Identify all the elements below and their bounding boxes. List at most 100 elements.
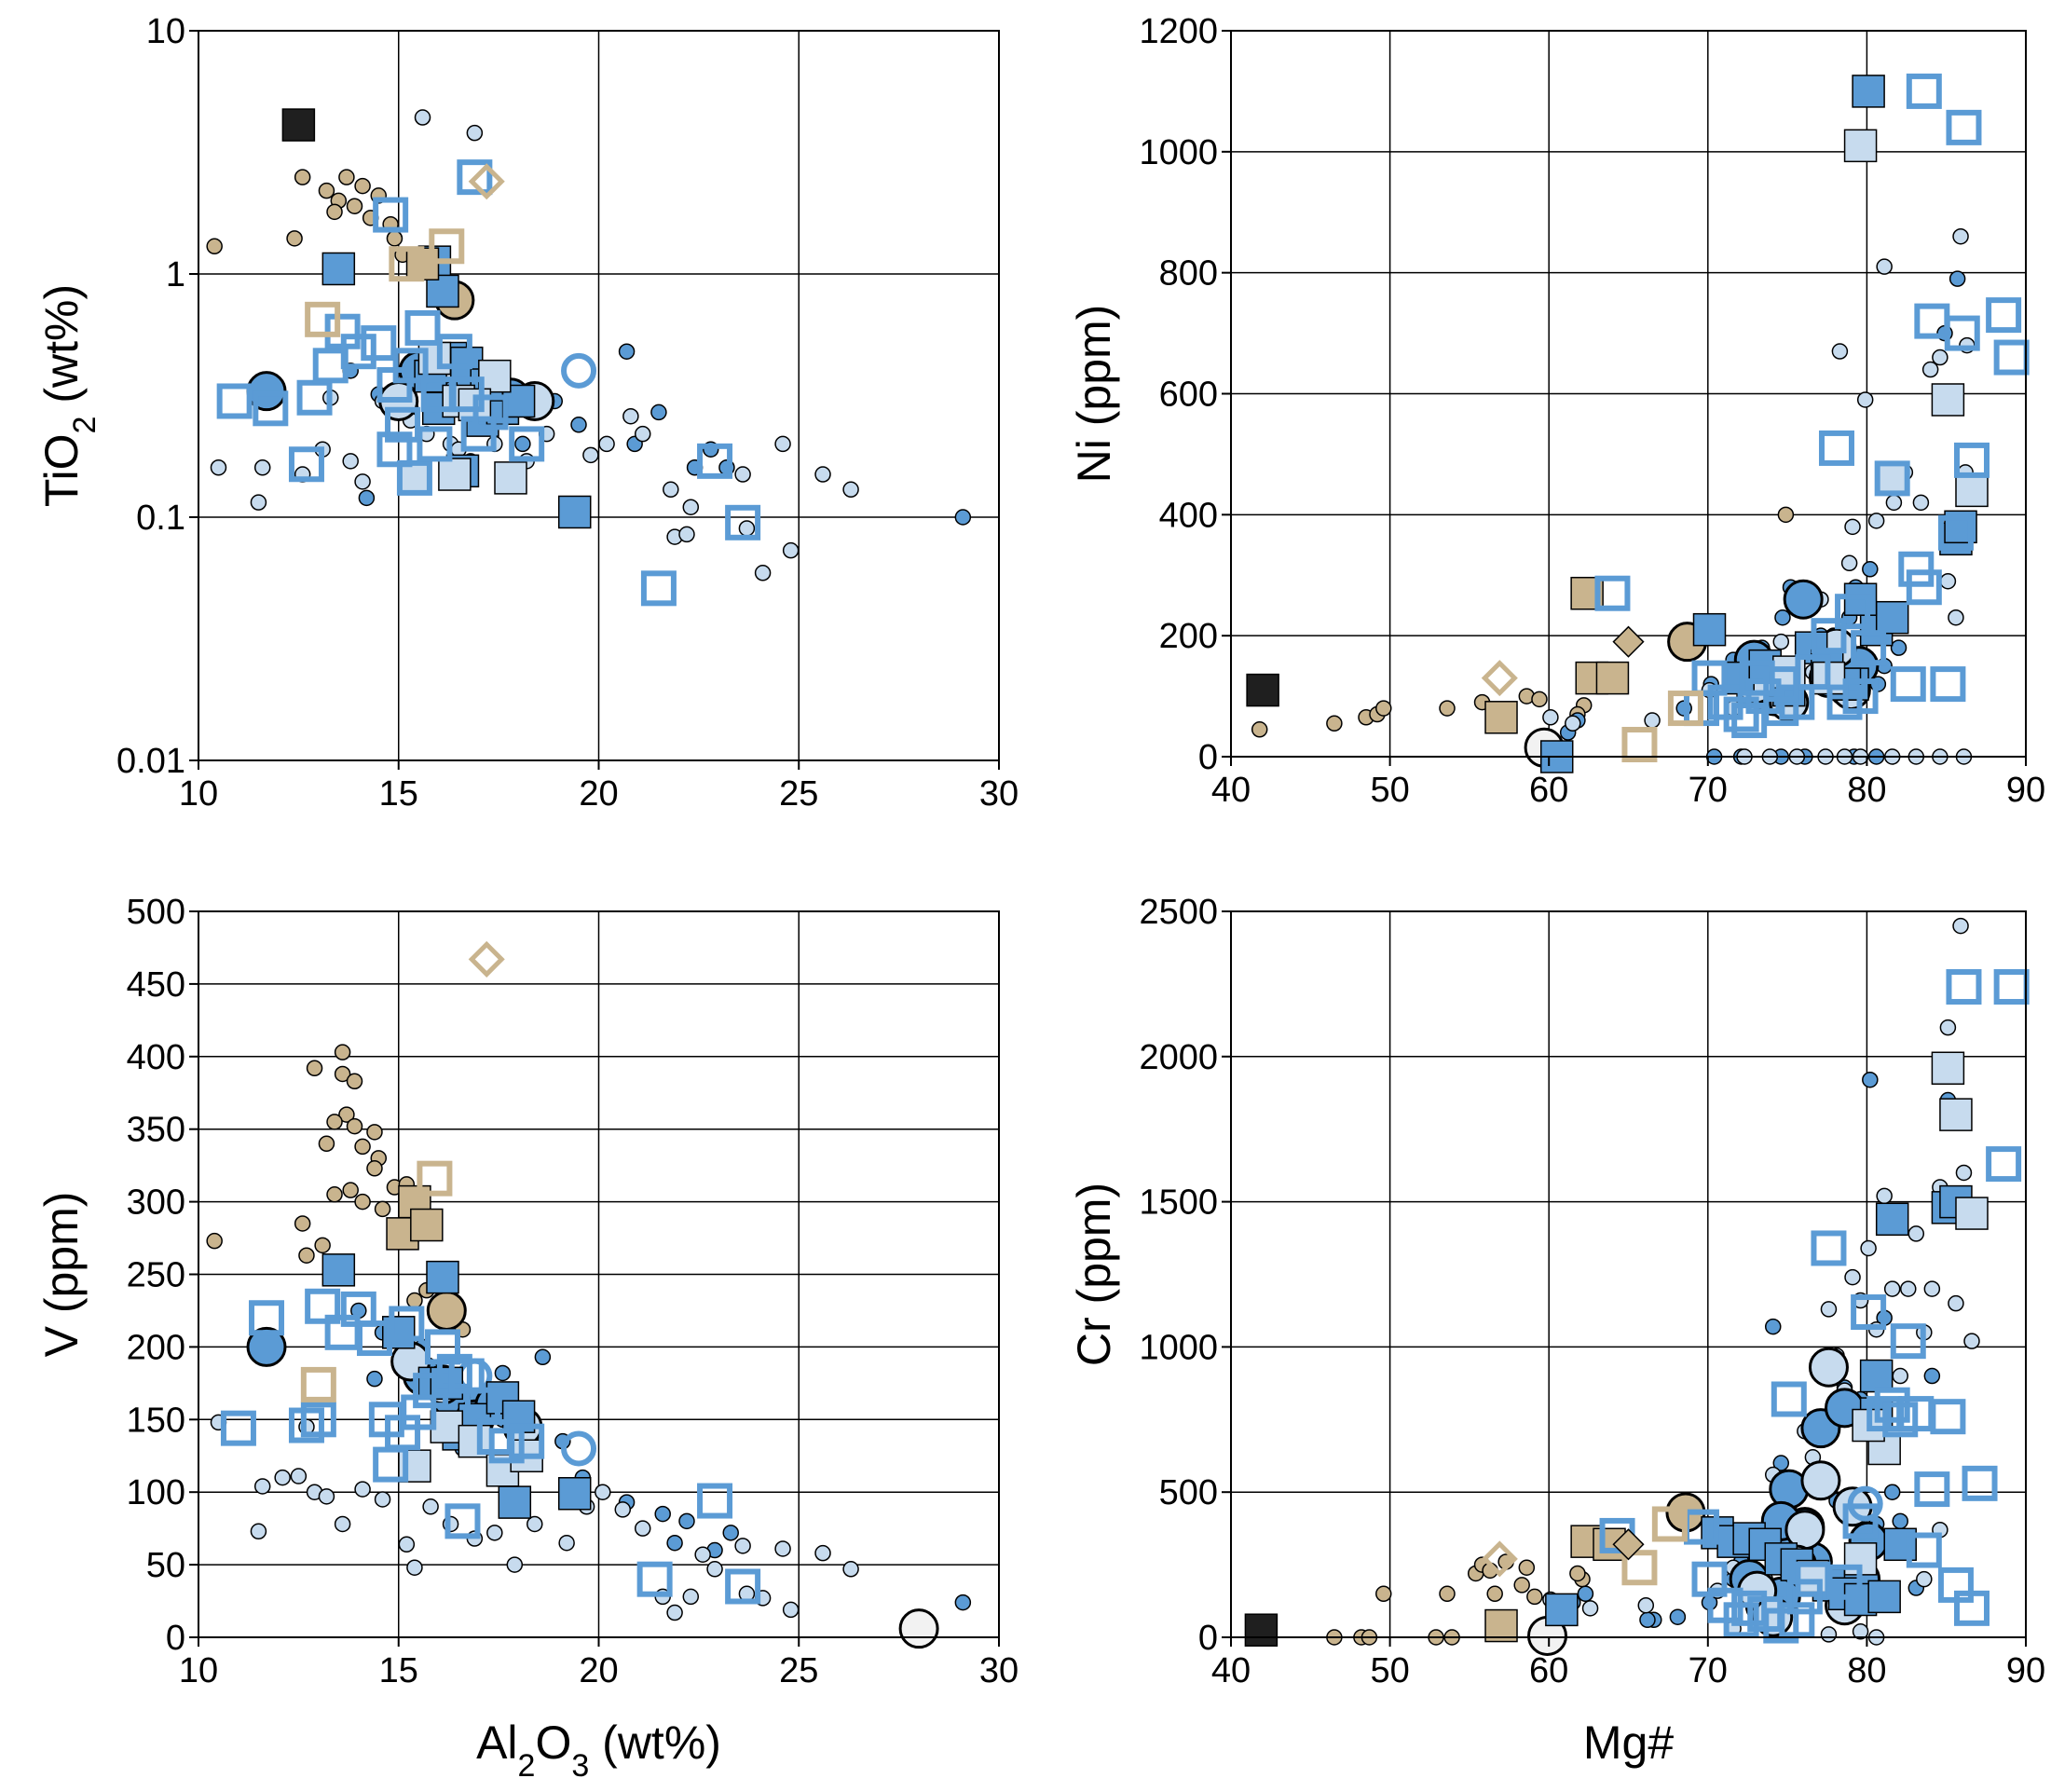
data-point-open-square [436, 1353, 472, 1389]
data-point-filled-square [1875, 600, 1909, 635]
data-point-small-circle [526, 1515, 543, 1533]
data-point-small-circle [842, 481, 859, 499]
data-point-small-circle [354, 177, 371, 195]
data-point-open-square [460, 416, 497, 452]
data-point-filled-square [1939, 1098, 1973, 1131]
data-point-open-diamond [468, 163, 505, 200]
data-point-small-circle [1639, 1611, 1656, 1629]
data-point-small-circle [1923, 1280, 1941, 1297]
data-point-small-circle [206, 238, 223, 255]
data-point-small-circle [374, 1200, 391, 1218]
data-point-open-square [253, 390, 289, 427]
data-point-small-circle [954, 1594, 972, 1611]
data-point-filled-square [557, 495, 592, 529]
data-point-small-circle [598, 435, 615, 453]
data-point-small-circle [706, 1561, 723, 1578]
data-point-filled-square [1875, 1202, 1909, 1237]
data-point-filled-square [1843, 582, 1878, 616]
data-point-small-circle [1844, 518, 1861, 536]
data-point-open-square [389, 1306, 425, 1342]
data-point-small-circle [334, 1515, 351, 1533]
data-point-small-circle [306, 1060, 323, 1077]
data-point-filled-diamond [1612, 625, 1645, 658]
data-point-small-circle [1883, 1280, 1901, 1297]
data-point-open-square [1986, 1146, 2022, 1183]
data-point-small-circle [398, 1536, 416, 1553]
data-point-open-square [1937, 514, 1974, 551]
data-point-open-square [1826, 1564, 1863, 1600]
y-tick-label: 200 [127, 1328, 185, 1367]
data-point-open-square [1786, 1579, 1823, 1615]
data-point-small-circle [1637, 1596, 1655, 1614]
data-point-open-square [1930, 666, 1966, 703]
data-point-filled-square [498, 1485, 532, 1519]
data-point-small-circle [1439, 700, 1456, 717]
data-point-small-circle [334, 1044, 351, 1060]
data-point-small-circle [1375, 700, 1392, 717]
data-point-small-circle [326, 1186, 343, 1203]
data-point-small-circle [1932, 349, 1948, 366]
data-point-small-circle [814, 466, 831, 483]
data-point-small-circle [253, 458, 271, 476]
y-axis-label: V (ppm) [35, 1192, 88, 1358]
data-point-open-square [413, 1373, 449, 1409]
data-point-filled-square [557, 1477, 592, 1511]
data-point-small-circle [582, 446, 599, 464]
y-tick-label: 800 [1159, 254, 1218, 294]
data-point-small-circle [1840, 554, 1858, 572]
x-tick-label: 90 [2006, 1651, 2045, 1690]
chart-panel-bottom-left: 10 15 20 25 30050100150200250300350400450500… [35, 893, 1019, 1784]
data-point-small-circle [318, 182, 335, 199]
y-axis-label: Cr (ppm) [1068, 1183, 1120, 1366]
data-point-small-circle [666, 1604, 683, 1621]
data-point-small-circle [570, 417, 587, 433]
data-point-open-square [488, 1428, 525, 1464]
data-point-small-circle [722, 1525, 739, 1541]
data-point-small-circle [754, 565, 772, 581]
data-point-small-circle [206, 1232, 223, 1250]
data-point-open-square [361, 325, 397, 362]
data-point-small-circle [1912, 494, 1930, 512]
data-point-small-circle [1644, 712, 1661, 729]
data-point-small-circle [1852, 1623, 1869, 1640]
data-point-small-circle [1439, 1585, 1456, 1603]
data-point-small-circle [1486, 1585, 1503, 1603]
data-point-filled-square [438, 458, 472, 491]
data-point-open-square [392, 348, 429, 384]
x-tick-label: 50 [1370, 1651, 1409, 1690]
data-point-open-square [1763, 666, 1799, 703]
data-points [206, 940, 972, 1649]
data-point-small-circle [354, 473, 371, 490]
x-tick-label: 25 [779, 774, 818, 814]
data-point-small-circle [694, 1546, 711, 1563]
y-tick-label: 300 [127, 1183, 185, 1223]
data-point-small-circle [782, 1601, 800, 1619]
y-tick-label: 1000 [1139, 1328, 1218, 1367]
y-tick-label: 600 [1159, 376, 1218, 415]
data-point-filled-square [1595, 661, 1630, 695]
data-point-open-square [1890, 1323, 1926, 1360]
data-point-small-circle [1885, 494, 1903, 512]
data-point-large-circle [1808, 1347, 1849, 1388]
y-tick-label: 0.1 [136, 499, 185, 538]
y-tick-label: 2500 [1139, 893, 1218, 932]
data-point-open-square [1842, 1503, 1879, 1539]
data-point-small-circle [1867, 513, 1885, 529]
data-point-small-circle [274, 1469, 291, 1486]
data-point-small-circle [326, 203, 343, 221]
data-point-small-circle [466, 124, 484, 142]
data-point-open-square [288, 446, 324, 483]
data-point-open-square [424, 1329, 460, 1365]
data-point-small-circle [338, 1106, 355, 1123]
y-tick-label: 0 [1198, 738, 1218, 777]
data-point-open-square [636, 1561, 673, 1597]
x-tick-label: 15 [379, 1651, 418, 1690]
data-point-open-square [220, 1410, 256, 1446]
data-point-small-circle [1669, 1608, 1687, 1625]
x-tick-label: 50 [1370, 771, 1409, 810]
data-point-small-circle [366, 1370, 383, 1388]
data-point-filled-square [321, 252, 356, 286]
data-point-small-circle [1892, 1512, 1908, 1530]
data-point-small-circle [1862, 1071, 1879, 1088]
